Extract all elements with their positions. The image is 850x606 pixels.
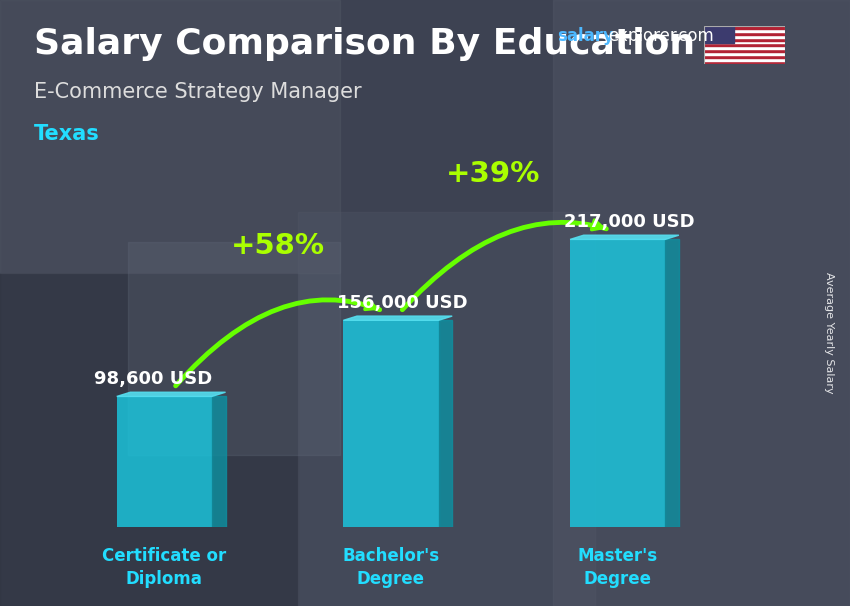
Bar	[704, 41, 785, 44]
Text: explorer: explorer	[608, 27, 677, 45]
Bar	[704, 52, 785, 55]
Bar	[570, 239, 666, 527]
Text: salary: salary	[557, 27, 614, 45]
Bar	[704, 38, 785, 41]
Text: 217,000 USD: 217,000 USD	[564, 213, 694, 231]
Text: +39%: +39%	[445, 160, 541, 188]
Bar	[298, 212, 595, 606]
Bar	[343, 321, 439, 527]
Text: .com: .com	[673, 27, 714, 45]
Text: 98,600 USD: 98,600 USD	[94, 370, 212, 388]
Polygon shape	[212, 396, 225, 527]
Bar	[704, 29, 785, 32]
Polygon shape	[439, 321, 452, 527]
Bar	[704, 46, 785, 49]
Bar	[704, 61, 785, 64]
Bar	[704, 26, 734, 44]
Polygon shape	[116, 392, 225, 396]
Bar	[704, 58, 785, 61]
Bar	[704, 49, 785, 52]
Bar	[704, 32, 785, 35]
Text: Salary Comparison By Education: Salary Comparison By Education	[34, 27, 695, 61]
Bar	[704, 44, 785, 46]
Text: Average Yearly Salary: Average Yearly Salary	[824, 273, 834, 394]
Text: Certificate or
Diploma: Certificate or Diploma	[102, 547, 226, 588]
Text: 156,000 USD: 156,000 USD	[337, 293, 468, 311]
Bar	[704, 35, 785, 38]
Text: E-Commerce Strategy Manager: E-Commerce Strategy Manager	[34, 82, 361, 102]
Bar	[552, 0, 850, 606]
Bar	[116, 396, 212, 527]
Bar	[704, 55, 785, 58]
Text: +58%: +58%	[230, 232, 325, 260]
Polygon shape	[570, 235, 679, 239]
Bar	[0, 0, 340, 273]
Polygon shape	[666, 239, 679, 527]
Bar	[704, 26, 785, 29]
Bar	[0, 273, 298, 606]
Text: Bachelor's
Degree: Bachelor's Degree	[343, 547, 439, 588]
Bar	[128, 242, 340, 454]
Polygon shape	[343, 316, 452, 321]
Text: Texas: Texas	[34, 124, 99, 144]
Text: Master's
Degree: Master's Degree	[578, 547, 658, 588]
